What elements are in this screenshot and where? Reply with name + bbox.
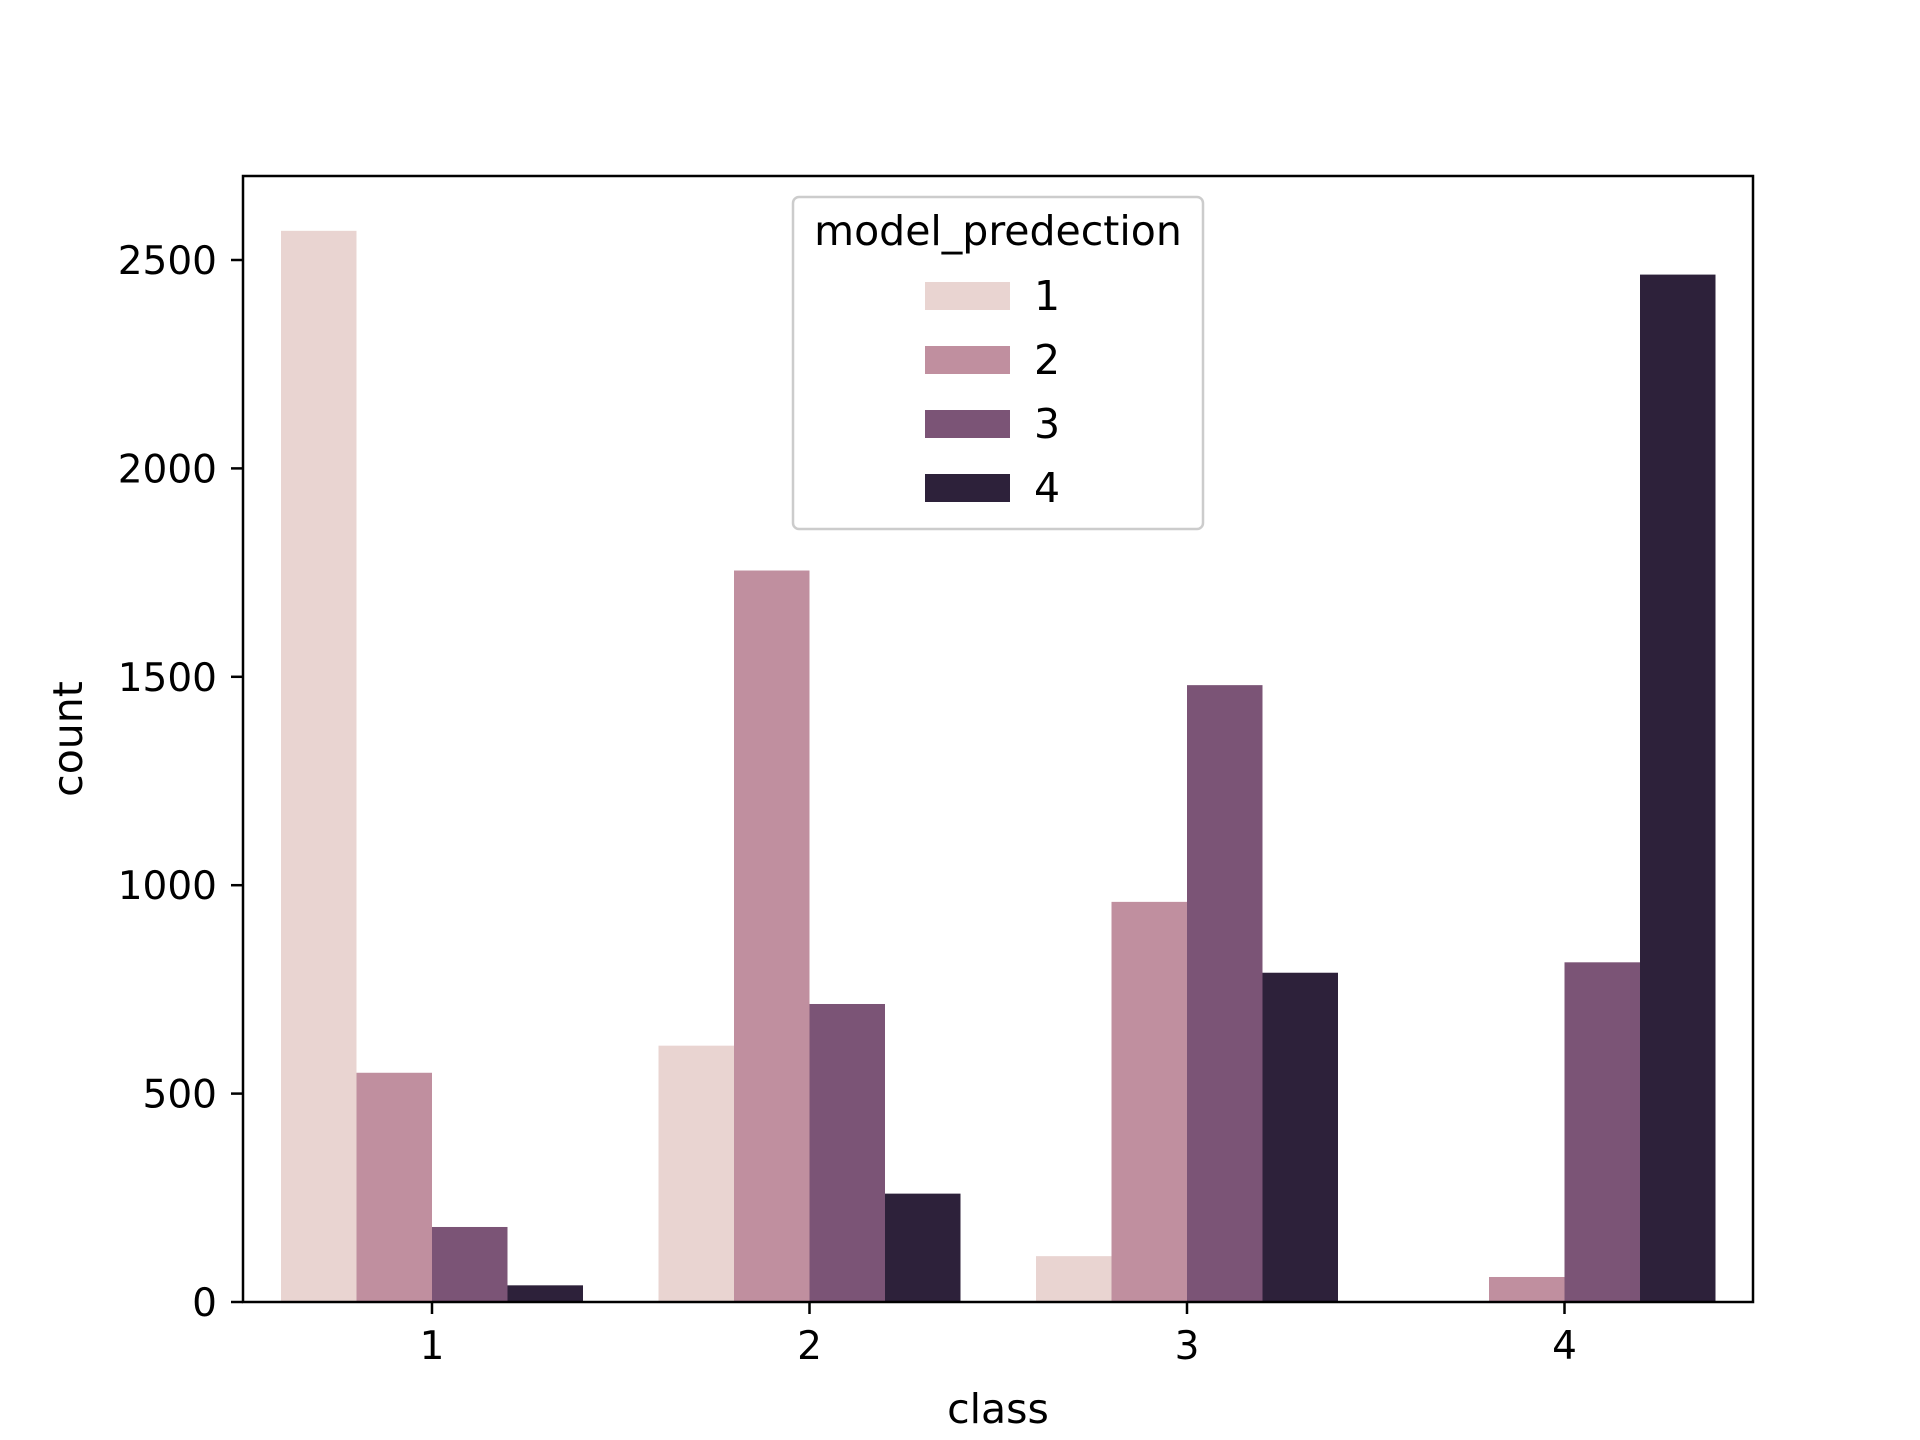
x-tick-label: 3 bbox=[1175, 1324, 1200, 1369]
bar-class-2-prediction-3 bbox=[809, 1003, 885, 1302]
legend: model_predection 1 2 3 4 bbox=[791, 195, 1205, 531]
legend-swatch-1 bbox=[925, 282, 1010, 310]
y-axis: 0 500 1000 1500 2000 2500 bbox=[118, 239, 243, 1326]
bar-class-3-prediction-3 bbox=[1187, 685, 1263, 1302]
y-tick-label: 2000 bbox=[118, 447, 217, 492]
legend-swatch-2 bbox=[925, 346, 1010, 374]
legend-label-3: 3 bbox=[1034, 400, 1060, 448]
bar-class-4-prediction-4 bbox=[1640, 274, 1716, 1303]
y-axis-label: count bbox=[44, 681, 92, 797]
legend-label-4: 4 bbox=[1034, 464, 1060, 512]
legend-swatch-3 bbox=[925, 410, 1010, 438]
bar-class-2-prediction-4 bbox=[885, 1193, 961, 1302]
legend-swatch-4 bbox=[925, 474, 1010, 502]
bars-group bbox=[281, 230, 1716, 1303]
y-tick-label: 1500 bbox=[118, 656, 217, 701]
legend-label-2: 2 bbox=[1034, 336, 1060, 384]
bar-class-2-prediction-1 bbox=[658, 1045, 734, 1302]
bar-class-3-prediction-2 bbox=[1111, 901, 1187, 1302]
y-tick-label: 2500 bbox=[118, 239, 217, 284]
x-axis: 1 2 3 4 bbox=[420, 1302, 1577, 1369]
legend-items: 1 2 3 4 bbox=[925, 272, 1060, 512]
bar-class-1-prediction-4 bbox=[507, 1285, 583, 1302]
plot-frame bbox=[241, 174, 1755, 1304]
y-tick-label: 0 bbox=[192, 1281, 217, 1326]
bar-class-4-prediction-3 bbox=[1564, 962, 1640, 1302]
bar-class-1-prediction-3 bbox=[432, 1226, 508, 1302]
bar-class-2-prediction-2 bbox=[734, 570, 810, 1302]
y-tick-label: 500 bbox=[143, 1073, 217, 1118]
bar-class-1-prediction-1 bbox=[281, 230, 357, 1302]
bar-class-3-prediction-1 bbox=[1036, 1256, 1112, 1302]
bar-class-1-prediction-2 bbox=[356, 1072, 432, 1302]
y-tick-label: 1000 bbox=[118, 864, 217, 909]
legend-label-1: 1 bbox=[1034, 272, 1060, 320]
bar-class-4-prediction-2 bbox=[1489, 1276, 1565, 1302]
x-tick-label: 2 bbox=[797, 1324, 822, 1369]
x-tick-label: 4 bbox=[1552, 1324, 1577, 1369]
x-axis-label: class bbox=[947, 1385, 1049, 1433]
legend-title: model_predection bbox=[814, 207, 1182, 255]
x-tick-label: 1 bbox=[420, 1324, 445, 1369]
bar-class-3-prediction-4 bbox=[1262, 972, 1338, 1302]
